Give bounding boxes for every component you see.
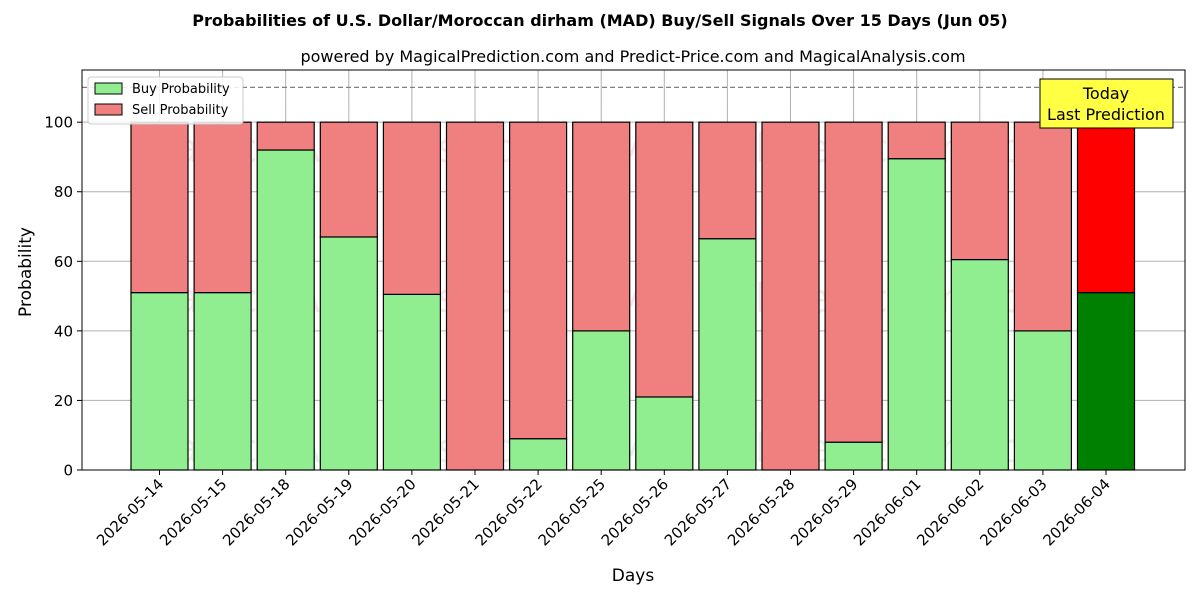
buy-bar	[824, 441, 883, 471]
x-tick-label: 2026-05-26	[598, 475, 672, 549]
x-tick-label: 2026-05-18	[219, 475, 293, 549]
today-box	[1039, 78, 1174, 129]
sell-bar	[193, 121, 252, 294]
sell-bar	[950, 121, 1009, 261]
y-axis-label: Probability	[16, 227, 36, 317]
x-axis-label: Days	[612, 566, 655, 586]
today-annotation: Today Last Prediction	[1039, 78, 1174, 129]
x-tick-label: 2026-06-03	[976, 475, 1050, 549]
buy-bar	[572, 330, 631, 471]
sell-bar	[319, 121, 378, 238]
legend-swatch-buy	[94, 82, 123, 95]
sell-bar	[887, 121, 946, 160]
x-tick-label: 2026-05-14	[93, 475, 167, 549]
last-prediction-label: Last Prediction	[1047, 105, 1165, 124]
sell-bar	[1076, 121, 1136, 294]
sell-bar	[509, 121, 568, 440]
sell-bar	[1013, 121, 1073, 332]
chart-title: Probabilities of U.S. Dollar/Moroccan di…	[192, 11, 1007, 30]
x-tick-label: 2026-05-15	[156, 475, 230, 549]
buy-bar	[950, 258, 1009, 471]
sell-bar	[761, 121, 820, 471]
sell-bar	[382, 121, 441, 295]
x-tick-label: 2026-05-25	[535, 475, 609, 549]
y-tick-label: 80	[54, 183, 73, 201]
sell-bar	[635, 121, 694, 398]
buy-bar	[635, 396, 694, 471]
y-tick-label: 0	[63, 462, 73, 480]
legend-box	[87, 76, 244, 125]
buy-bar	[887, 158, 946, 471]
buy-bar	[1013, 330, 1073, 471]
x-tick-label: 2026-06-01	[850, 475, 924, 549]
chart-subtitle: powered by MagicalPrediction.com and Pre…	[300, 47, 965, 66]
sell-bar	[698, 121, 757, 240]
legend-label-buy: Buy Probability	[132, 82, 230, 97]
y-tick-label: 100	[44, 114, 73, 132]
x-tick-label: 2026-05-27	[661, 475, 735, 549]
buy-bar	[698, 238, 757, 471]
plot-frame	[81, 69, 1186, 471]
buy-bar	[193, 292, 252, 471]
sell-bar	[130, 121, 189, 294]
buy-bar	[382, 293, 441, 471]
y-tick-label: 60	[54, 253, 73, 271]
today-label: Today	[1082, 84, 1129, 103]
legend-label-sell: Sell Probability	[132, 103, 229, 118]
x-tick-label: 2026-05-29	[787, 475, 861, 549]
x-tick-label: 2026-06-04	[1039, 475, 1113, 549]
legend-swatch-sell	[94, 103, 123, 116]
bar-layer	[130, 121, 1136, 471]
buy-bar	[319, 236, 378, 471]
buy-bar	[1076, 292, 1136, 471]
buy-bar	[509, 438, 568, 471]
y-tick-label: 20	[54, 392, 73, 410]
x-tick-label: 2026-05-21	[408, 475, 482, 549]
x-tick-label: 2026-05-22	[472, 475, 546, 549]
sell-bar	[445, 121, 505, 471]
x-tick-label: 2026-05-19	[282, 475, 356, 549]
buy-bar	[256, 149, 315, 471]
x-tick-label: 2026-05-28	[724, 475, 798, 549]
buy-bar	[130, 292, 189, 471]
legend: Buy Probability Sell Probability	[87, 76, 244, 125]
x-tick-label: 2026-06-02	[913, 475, 987, 549]
x-tick-label: 2026-05-20	[345, 475, 419, 549]
sell-bar	[572, 121, 631, 332]
sell-bar	[824, 121, 883, 443]
y-tick-label: 40	[54, 322, 73, 340]
sell-bar	[256, 121, 315, 151]
